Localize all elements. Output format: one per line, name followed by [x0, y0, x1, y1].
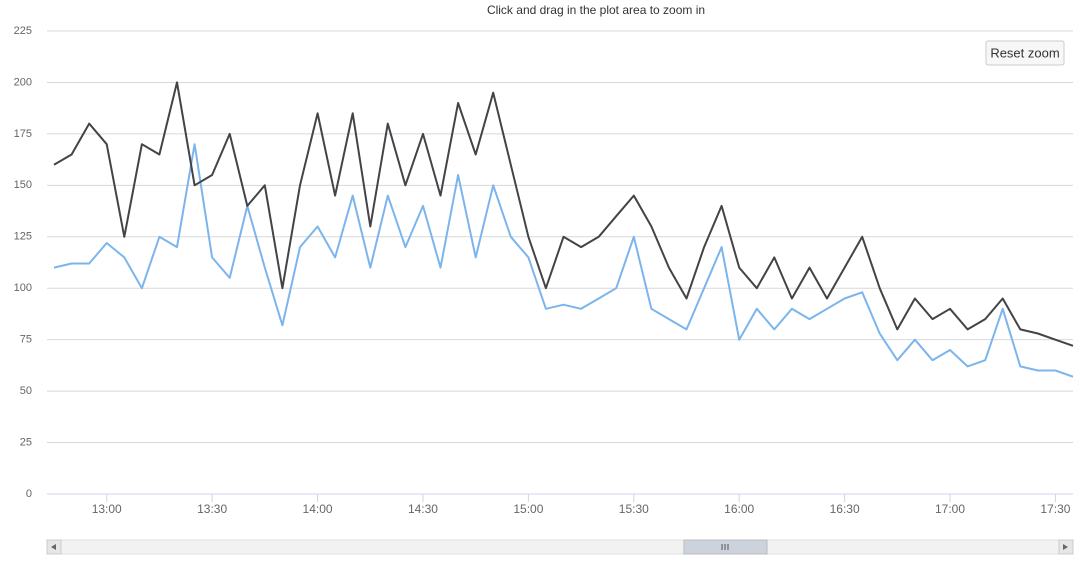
x-tick-label: 15:30	[619, 502, 649, 516]
x-tick-label: 16:30	[830, 502, 860, 516]
y-tick-label: 125	[14, 231, 32, 243]
button-label[interactable]: Reset zoom	[990, 45, 1059, 60]
y-tick-label: 100	[14, 282, 32, 294]
x-tick-label: 13:00	[92, 502, 122, 516]
x-tick-label: 17:00	[935, 502, 965, 516]
y-tick-label: 175	[14, 128, 32, 140]
x-tick-label: 13:30	[197, 502, 227, 516]
series-line	[53, 81, 1074, 347]
x-tick-label: 14:30	[408, 502, 438, 516]
scrollbar-track[interactable]	[46, 539, 1074, 555]
y-tick-label: 75	[20, 334, 32, 346]
x-tick-label: 16:00	[724, 502, 754, 516]
chart-subtitle: Click and drag in the plot area to zoom …	[487, 3, 705, 17]
x-tick-label: 17:30	[1040, 502, 1070, 516]
y-tick-label: 150	[14, 179, 32, 191]
y-tick-label: 0	[26, 488, 32, 500]
thumb-grip	[721, 544, 729, 550]
reset-zoom-button[interactable]: Reset zoom	[985, 40, 1065, 66]
series-line	[53, 143, 1074, 378]
scrollbar[interactable]	[46, 539, 1074, 555]
arrow-right	[1063, 544, 1068, 550]
y-tick-label: 25	[20, 436, 32, 448]
y-tick-label: 225	[14, 25, 32, 37]
arrow-left	[51, 544, 56, 550]
y-tick-label: 50	[20, 385, 32, 397]
y-tick-label: 200	[14, 76, 32, 88]
x-tick-label: 14:00	[303, 502, 333, 516]
button-box[interactable]	[985, 40, 1065, 66]
x-tick-label: 15:00	[513, 502, 543, 516]
